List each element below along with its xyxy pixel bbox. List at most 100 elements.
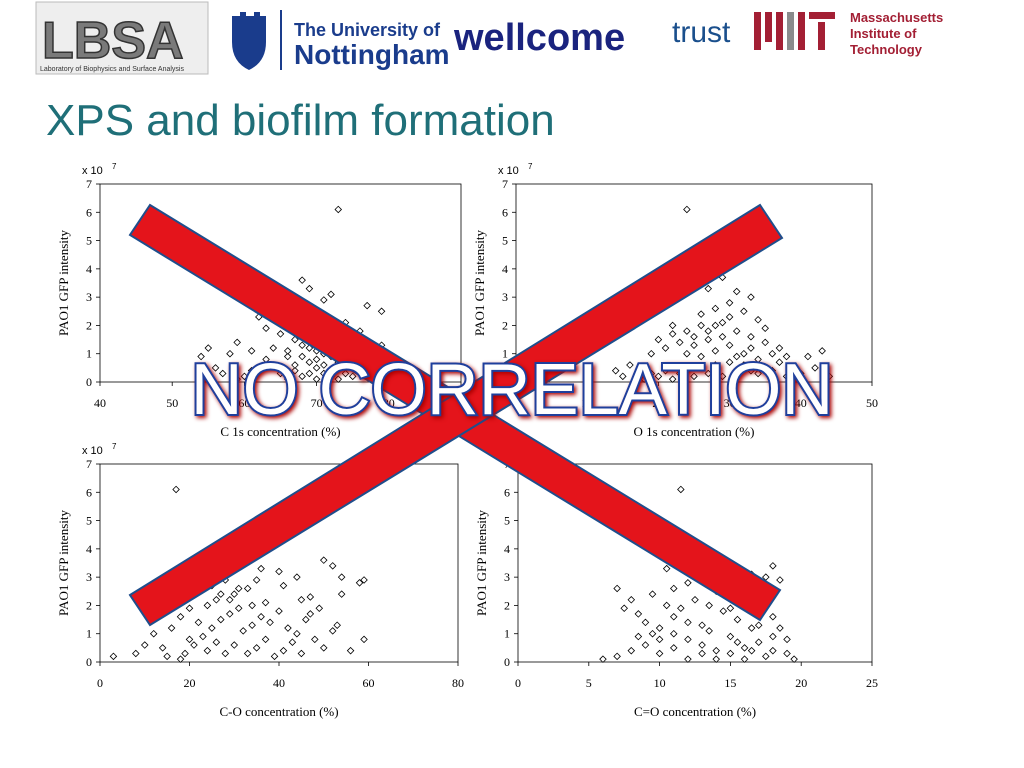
- x-tick-label: 50: [166, 396, 178, 410]
- data-point: [239, 627, 247, 635]
- data-point: [668, 321, 677, 330]
- x-axis-label: C 1s concentration (%): [220, 424, 340, 439]
- data-point: [261, 598, 270, 607]
- data-point: [611, 366, 620, 375]
- data-point: [613, 652, 621, 661]
- lbsa-logo: LBSA Laboratory of Biophysics and Surfac…: [35, 1, 209, 75]
- data-point: [233, 338, 241, 347]
- lbsa-logo-subtitle: Laboratory of Biophysics and Surface Ana…: [40, 66, 184, 73]
- data-point: [312, 364, 321, 372]
- data-point: [230, 641, 239, 649]
- data-point: [662, 564, 671, 573]
- no-correlation-text: NO CORRELATION: [191, 350, 834, 430]
- y-tick-label: 3: [502, 290, 508, 304]
- data-point: [634, 632, 643, 641]
- data-point: [684, 655, 692, 663]
- x-tick-label: 20: [795, 676, 807, 690]
- nottingham-logo: The University of Nottingham: [232, 10, 450, 70]
- data-point: [747, 293, 755, 301]
- data-point: [683, 366, 691, 375]
- data-point: [719, 607, 728, 615]
- data-point: [783, 649, 791, 658]
- data-point: [675, 338, 684, 347]
- data-point: [655, 649, 664, 658]
- data-point: [725, 341, 734, 349]
- data-point: [740, 644, 749, 652]
- y-tick-label: 7: [86, 177, 92, 191]
- data-point: [747, 332, 755, 341]
- data-point: [747, 624, 756, 632]
- data-point: [698, 621, 706, 629]
- data-point: [684, 635, 692, 644]
- data-point: [305, 358, 314, 366]
- y-multiplier: x 10: [498, 165, 519, 177]
- cross-bar-up: [128, 203, 784, 627]
- header-logos: LBSA Laboratory of Biophysics and Surfac…: [35, 1, 943, 75]
- data-point: [319, 644, 328, 652]
- data-point: [337, 590, 346, 598]
- data-point: [298, 372, 306, 381]
- data-point: [769, 632, 777, 641]
- data-point: [740, 361, 748, 369]
- data-point: [640, 375, 648, 383]
- data-point: [234, 584, 243, 593]
- data-point: [704, 284, 713, 293]
- data-point: [167, 624, 176, 632]
- y-multiplier-exponent: 7: [112, 442, 117, 451]
- data-point: [626, 361, 634, 369]
- data-point: [275, 567, 283, 576]
- data-point: [346, 646, 355, 655]
- x-axis-label: O 1s concentration (%): [634, 424, 755, 439]
- data-point: [684, 618, 692, 627]
- data-point: [627, 596, 636, 604]
- data-point: [199, 632, 207, 641]
- data-point: [761, 324, 769, 333]
- y-tick-label: 7: [502, 177, 508, 191]
- data-point: [726, 632, 735, 641]
- data-point: [203, 601, 212, 610]
- y-multiplier: x 10: [82, 165, 103, 177]
- data-point: [725, 358, 734, 366]
- data-point: [789, 364, 798, 372]
- data-point: [754, 621, 763, 629]
- x-tick-label: 10: [654, 676, 666, 690]
- data-point: [348, 372, 357, 381]
- x-tick-label: 5: [586, 676, 592, 690]
- data-point: [775, 358, 784, 366]
- data-point: [711, 361, 720, 369]
- data-point: [291, 366, 299, 375]
- data-point: [172, 485, 180, 494]
- y-axis-label: PAO1 GFP intensity: [56, 230, 71, 336]
- data-point: [732, 327, 741, 335]
- data-point: [669, 584, 678, 593]
- data-point: [783, 635, 791, 644]
- x-tick-label: 60: [363, 676, 375, 690]
- data-point: [669, 629, 678, 638]
- data-point: [641, 641, 650, 649]
- data-point: [691, 596, 699, 604]
- red-cross-overlay: [128, 203, 784, 627]
- data-point: [233, 375, 241, 383]
- data-point: [298, 341, 306, 349]
- data-point: [711, 321, 720, 330]
- data-point: [769, 562, 777, 570]
- data-point: [252, 576, 261, 584]
- data-point: [711, 347, 720, 355]
- data-point: [634, 610, 643, 618]
- data-point: [327, 290, 335, 299]
- data-point: [690, 341, 698, 349]
- y-tick-label: 5: [86, 514, 92, 528]
- data-point: [257, 612, 265, 621]
- data-point: [654, 335, 663, 344]
- data-point: [683, 327, 691, 335]
- data-point: [279, 581, 288, 590]
- y-tick-label: 2: [86, 318, 92, 332]
- mit-line1: Massachusetts: [850, 10, 943, 25]
- data-point: [226, 596, 234, 604]
- data-point: [163, 652, 171, 661]
- data-point: [790, 655, 798, 663]
- x-tick-label: 40: [795, 396, 807, 410]
- data-point: [149, 629, 158, 638]
- x-tick-label: 60: [238, 396, 250, 410]
- data-point: [257, 564, 265, 573]
